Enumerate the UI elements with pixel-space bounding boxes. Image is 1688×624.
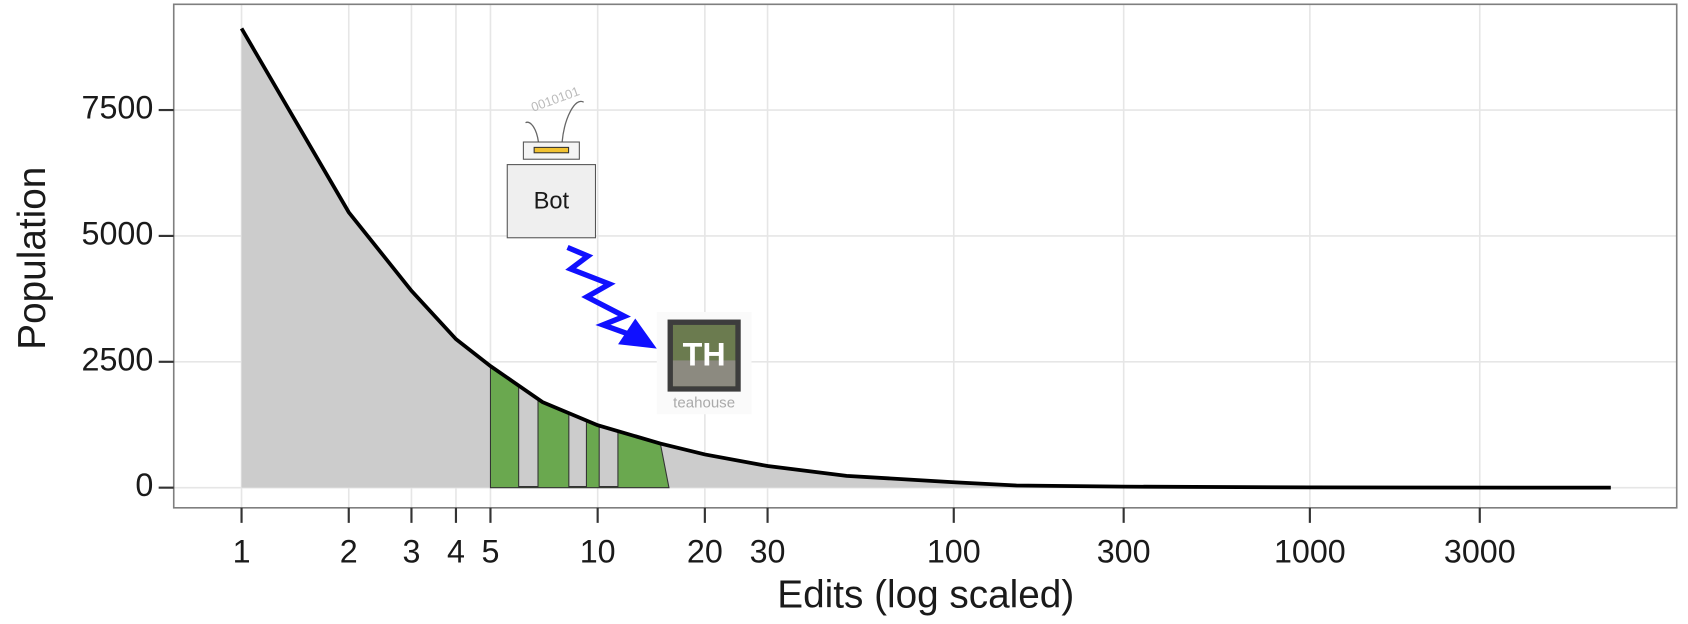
bot-illustration: 0010101 Bot — [506, 83, 597, 239]
area — [241, 28, 1611, 488]
y-tick-label: 0 — [135, 467, 153, 503]
y-axis-label: Population — [11, 167, 54, 350]
x-tick-label: 5 — [481, 534, 499, 570]
x-tick-label: 30 — [750, 534, 786, 570]
x-tick-label: 4 — [447, 534, 465, 570]
x-tick-label: 20 — [687, 534, 723, 570]
x-tick-label: 3000 — [1444, 534, 1516, 570]
x-tick-label: 3 — [402, 534, 420, 570]
panel-border — [172, 3, 1678, 509]
y-tick-label: 2500 — [82, 341, 154, 377]
arrow-shaft — [565, 244, 635, 339]
icon-stones — [672, 360, 736, 387]
teahouse-icon: TH teahouse — [656, 312, 752, 415]
x-tick-label: 100 — [927, 534, 981, 570]
x-tick-label: 300 — [1097, 534, 1151, 570]
x-tick-label: 1 — [233, 534, 251, 570]
x-axis-label: Edits (log scaled) — [777, 573, 1074, 616]
arrow-head — [618, 318, 657, 349]
highlight-gap — [518, 384, 539, 488]
x-tick-label: 1000 — [1274, 534, 1346, 570]
bot-box — [506, 164, 597, 239]
highlight-gap — [568, 412, 587, 488]
y-tick-label: 5000 — [82, 215, 154, 251]
x-tick-label: 2 — [340, 534, 358, 570]
y-tick-label: 7500 — [82, 90, 154, 126]
icon-label: TH — [683, 337, 726, 373]
bot-light — [533, 146, 570, 154]
bot-label: Bot — [534, 189, 570, 215]
highlight-gap — [598, 424, 619, 488]
line — [239, 27, 1611, 490]
bot-wires — [525, 100, 584, 143]
icon-caption: teahouse — [673, 394, 735, 411]
x-tick-label: 10 — [580, 534, 616, 570]
